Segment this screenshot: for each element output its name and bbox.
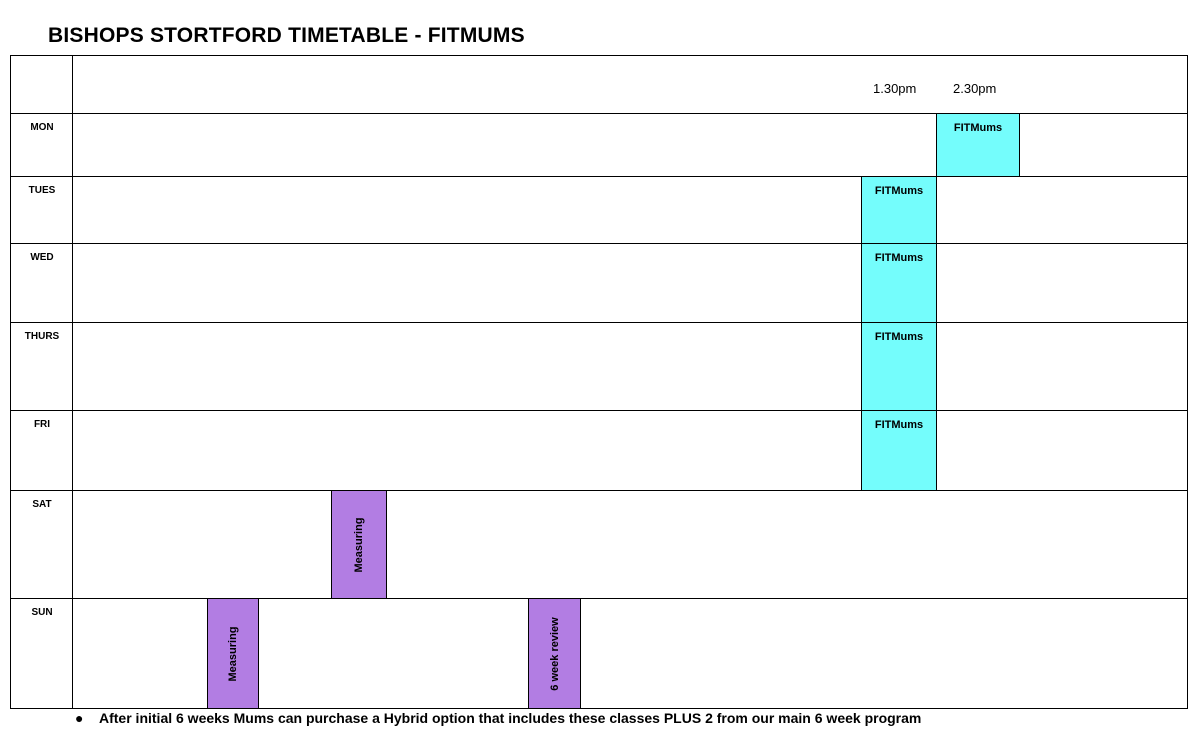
session-label: 6 week review [548,616,561,691]
timetable-grid: 1.30pm 2.30pm MON TUES WED THURS FRI SAT… [10,55,1188,709]
session-label: FITMums [874,185,924,197]
row-divider [11,490,1187,491]
page-title: BISHOPS STORTFORD TIMETABLE - FITMUMS [48,24,525,47]
session-block-sat-measuring[interactable]: Measuring [331,490,387,599]
bullet-icon: ● [75,710,84,726]
day-label-mon: MON [30,122,54,133]
session-block-thurs[interactable]: FITMums [861,322,937,411]
session-label: FITMums [874,252,924,264]
session-label: FITMums [874,331,924,343]
row-divider [11,113,1187,114]
day-column-divider [72,56,73,708]
row-divider [11,243,1187,244]
session-block-tues[interactable]: FITMums [861,176,937,244]
session-label: FITMums [953,122,1003,134]
day-label-fri: FRI [33,419,51,430]
row-divider [11,322,1187,323]
session-block-fri[interactable]: FITMums [861,410,937,491]
session-block-sun-measuring[interactable]: Measuring [207,598,259,709]
row-divider [11,176,1187,177]
time-header-1-30pm: 1.30pm [873,81,917,96]
footnote-text: After initial 6 weeks Mums can purchase … [99,710,922,726]
row-divider [11,598,1187,599]
day-label-sat: SAT [32,499,52,510]
day-label-tues: TUES [28,185,56,196]
time-header-2-30pm: 2.30pm [953,81,997,96]
session-block-wed[interactable]: FITMums [861,243,937,323]
session-label: Measuring [353,516,365,573]
session-block-mon[interactable]: FITMums [936,113,1020,177]
footnote: ● After initial 6 weeks Mums can purchase… [75,710,921,726]
session-block-sun-review[interactable]: 6 week review [528,598,581,709]
day-label-thurs: THURS [24,331,60,342]
day-label-wed: WED [30,252,54,263]
session-label: FITMums [874,419,924,431]
row-divider [11,410,1187,411]
session-label: Measuring [227,625,239,682]
day-label-sun: SUN [31,607,53,618]
